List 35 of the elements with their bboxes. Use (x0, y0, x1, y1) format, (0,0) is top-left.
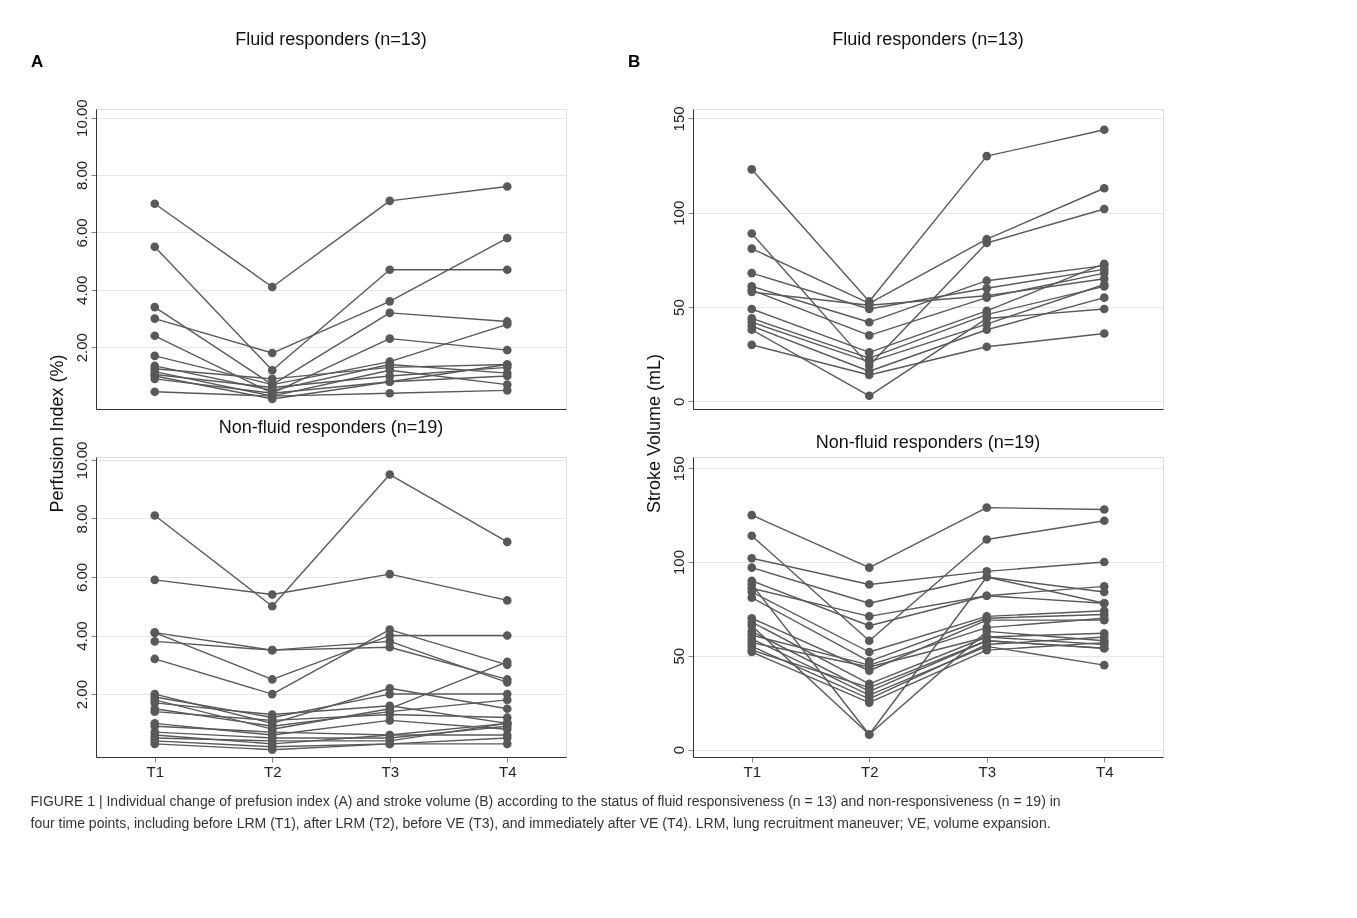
y-axis-title: Stroke Volume (mL) (643, 353, 664, 514)
x-tick-label: T4 (498, 762, 517, 780)
y-tick-label: 100 (669, 200, 687, 226)
x-tick-label: T2 (263, 762, 282, 780)
y-tick-label: 100 (669, 549, 687, 576)
x-tick-label: T3 (381, 762, 400, 780)
text: A (31, 52, 44, 71)
y-tick-label: 50 (669, 647, 687, 665)
y-tick-label: 2.00 (72, 333, 90, 363)
y-tick-label: 150 (669, 106, 687, 132)
y-tick-label: 8.00 (72, 160, 90, 191)
chart-title: Fluid responders (n=13) (235, 29, 427, 49)
x-tick-label: T1 (743, 762, 762, 780)
caption: FIGURE 1 | Individual change of prefusion index (A) and stroke volume (B) according to the status of fluid responsiveness (n = 13) and non-responsiveness (n = 19) in four time points, including before LRM (T1), after LRM (T2), before VE (T3), and immediately after VE (T4). LRM, lung recruitment maneuver; VE, volume expansion. (30, 792, 1061, 831)
y-tick-label: 10.00 (72, 441, 90, 480)
chart-title: Non-fluid responders (n=19) (218, 417, 444, 438)
x-tick-label: T1 (146, 762, 165, 780)
y-tick-label: 6.00 (72, 562, 90, 593)
y-tick-label: 10.00 (72, 99, 90, 137)
text: B (628, 52, 641, 71)
chart-title: Non-fluid responders (n=19) (815, 431, 1041, 452)
chart-title: Fluid responders (n=13) (832, 29, 1024, 49)
x-tick-label: T2 (860, 762, 879, 780)
y-tick-label: 0 (669, 397, 687, 407)
y-tick-label: 6.00 (72, 218, 90, 248)
y-tick-label: 4.00 (72, 275, 90, 305)
y-tick-label: 2.00 (72, 679, 90, 710)
x-tick-label: T4 (1095, 762, 1114, 780)
y-axis-title: Perfusion Index (%) (46, 354, 67, 513)
y-tick-label: 50 (669, 299, 687, 316)
y-tick-label: 150 (669, 456, 687, 482)
x-tick-label: T3 (978, 762, 997, 780)
y-tick-label: 8.00 (72, 504, 90, 534)
y-tick-label: 4.00 (72, 621, 90, 651)
y-tick-label: 0 (669, 745, 687, 755)
